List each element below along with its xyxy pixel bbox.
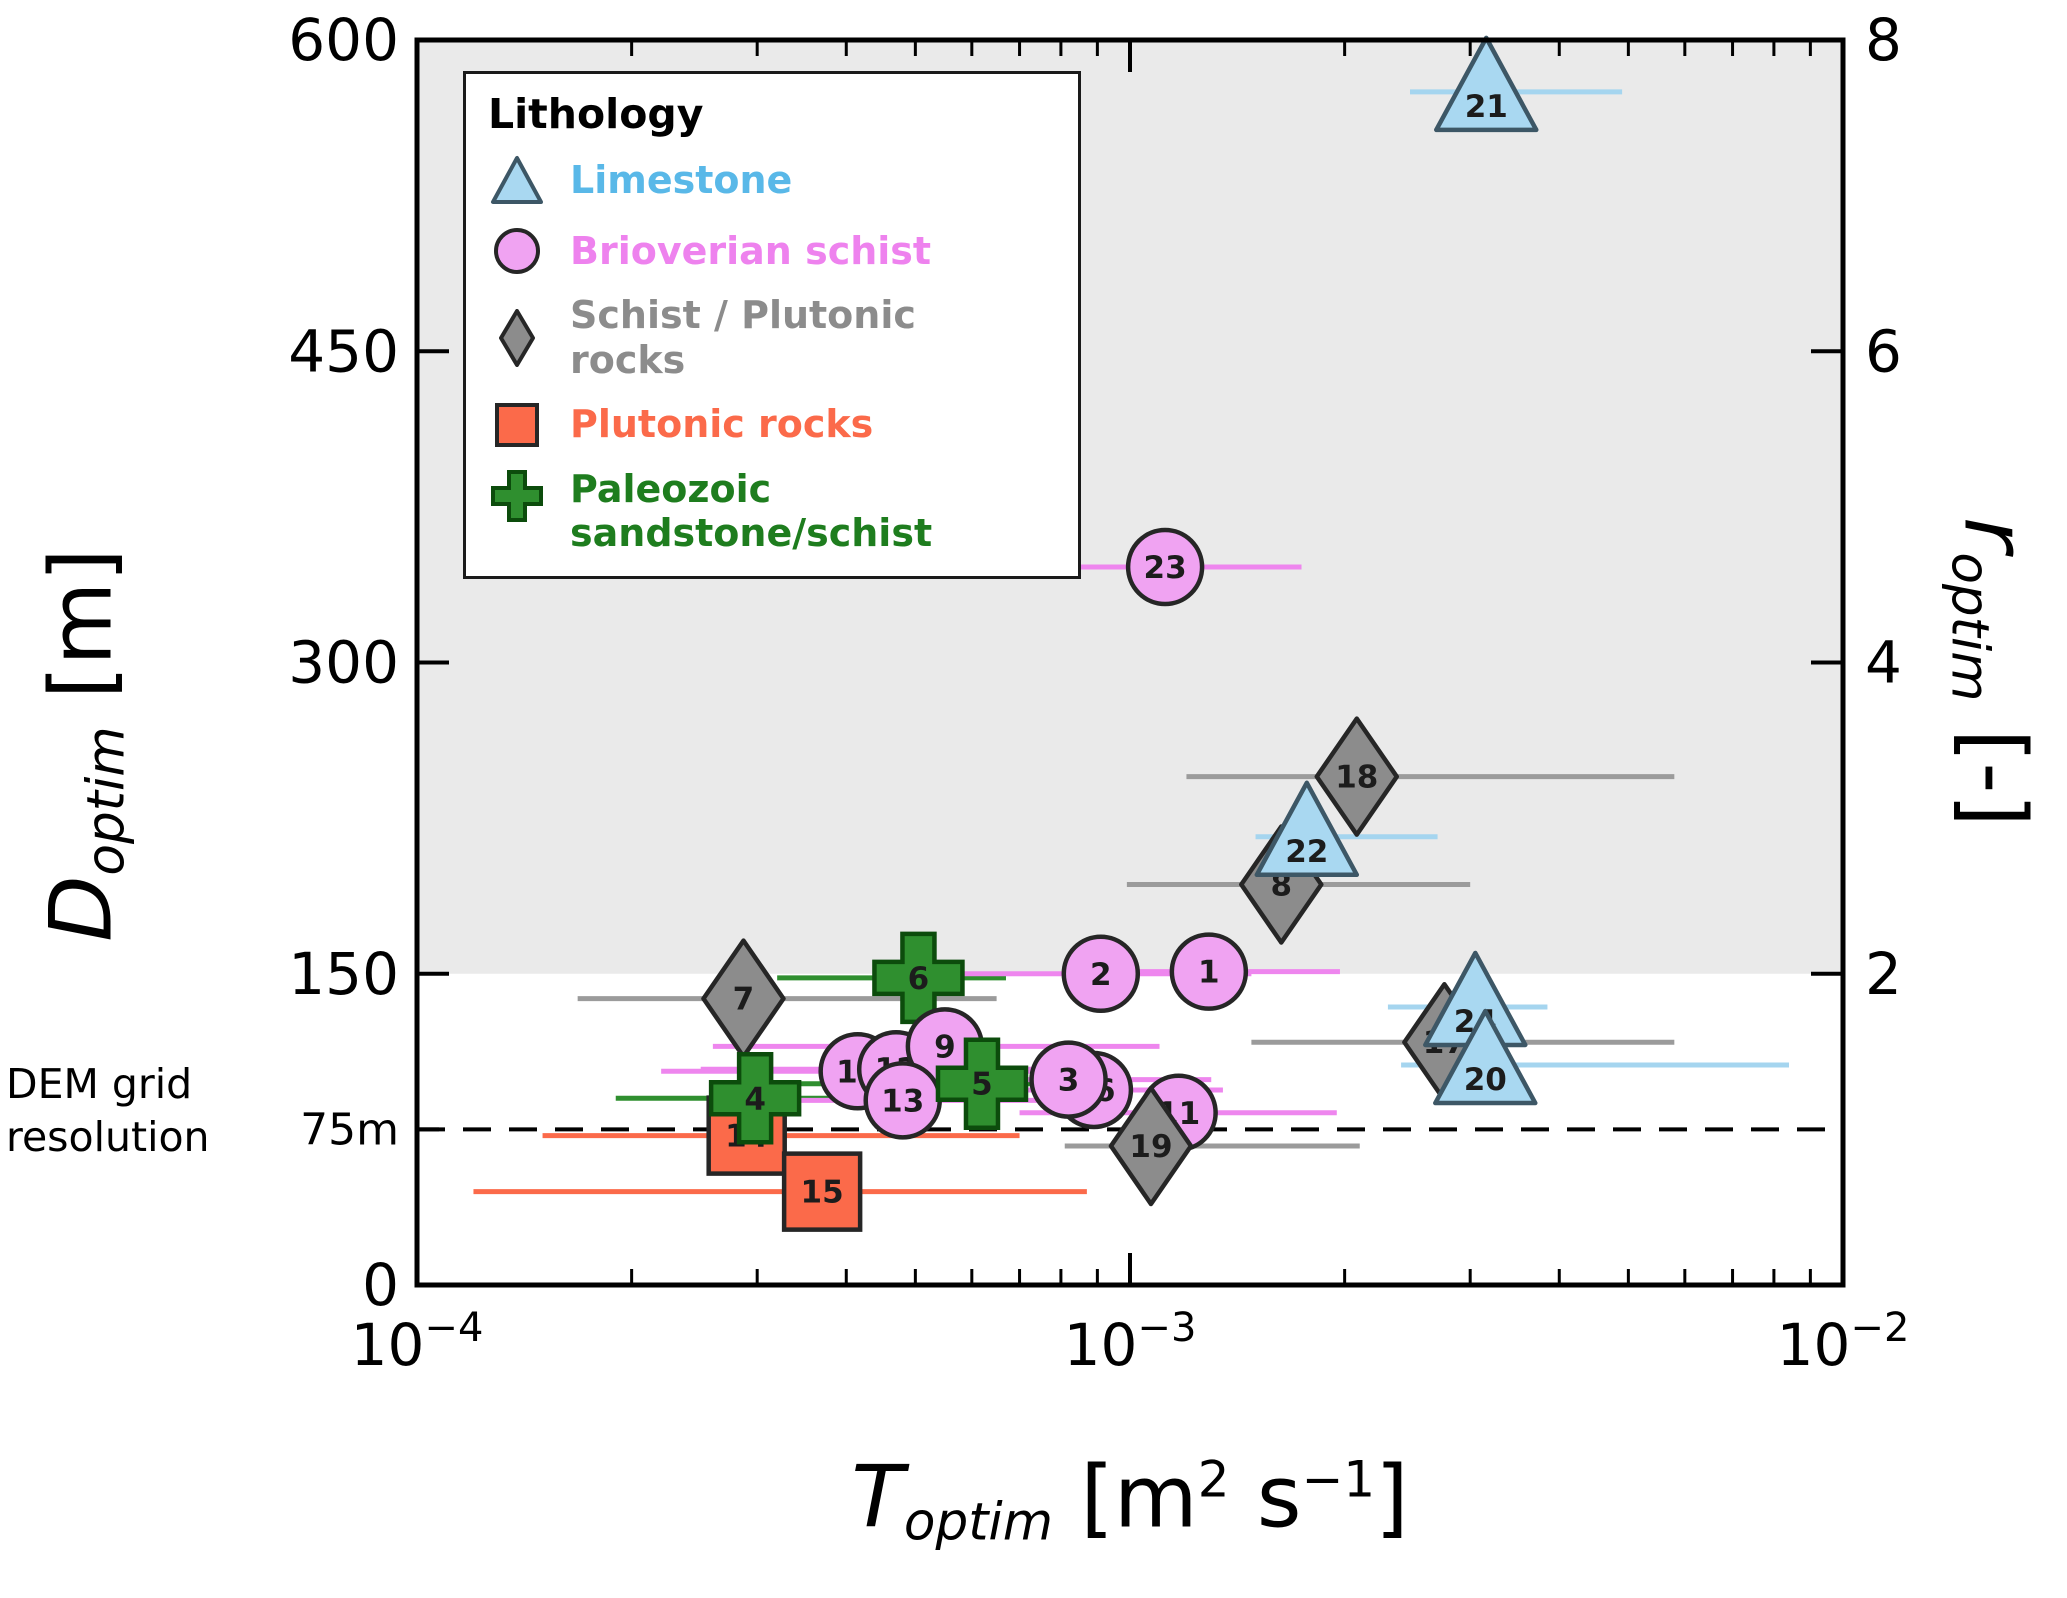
svg-text:21: 21: [1465, 89, 1508, 125]
legend-label-limestone: Limestone: [570, 157, 793, 202]
svg-text:8: 8: [1865, 6, 1902, 74]
y-left-symbol: D: [31, 875, 132, 942]
svg-text:23: 23: [1144, 550, 1187, 586]
svg-text:300: 300: [288, 629, 399, 697]
svg-text:22: 22: [1285, 834, 1328, 870]
x-units-post: ]: [1375, 1447, 1409, 1548]
legend-item-limestone: Limestone: [488, 151, 1056, 209]
svg-text:7: 7: [733, 982, 755, 1018]
legend-item-schist-plutonic: Schist / Plutonic rocks: [488, 293, 1056, 383]
svg-text:1: 1: [1198, 955, 1220, 991]
dem-grid-resolution-label: DEM grid resolution: [6, 1060, 210, 1162]
legend-item-paleozoic: Paleozoic sandstone/schist: [488, 467, 1056, 557]
x-symbol: T: [851, 1447, 904, 1548]
x-units-pre: [m: [1053, 1447, 1198, 1548]
brioverian-schist-circle-icon: [494, 228, 540, 274]
svg-text:10−4: 10−4: [351, 1305, 484, 1379]
x-units-sup2: −1: [1301, 1450, 1376, 1509]
svg-text:18: 18: [1335, 760, 1378, 796]
legend-item-plutonic-rocks: Plutonic rocks: [488, 396, 1056, 454]
svg-text:5: 5: [971, 1067, 993, 1103]
svg-text:20: 20: [1464, 1062, 1507, 1098]
y-right-units: [-]: [1944, 701, 2045, 827]
plutonic-rocks-square-icon: [495, 402, 539, 447]
y-right-subscript: optim: [1939, 552, 2000, 702]
svg-text:3: 3: [1058, 1063, 1080, 1099]
y-axis-title-left: Doptim [m]: [32, 548, 137, 942]
y-right-symbol: r: [1944, 517, 2045, 553]
svg-text:13: 13: [881, 1083, 924, 1119]
y-axis-title-right: roptim [-]: [1940, 517, 2045, 827]
legend-title: Lithology: [488, 90, 704, 138]
y-left-units: [m]: [31, 548, 132, 727]
svg-text:9: 9: [934, 1029, 956, 1065]
x-units-sup1: 2: [1197, 1450, 1230, 1509]
legend-label-schist-plutonic: Schist / Plutonic rocks: [570, 293, 916, 382]
y-left-subscript: optim: [76, 726, 137, 876]
svg-text:6: 6: [1865, 317, 1902, 385]
x-units-mid: s: [1229, 1447, 1302, 1548]
svg-text:10−2: 10−2: [1777, 1305, 1910, 1379]
legend-label-brioverian-schist: Brioverian schist: [570, 228, 932, 273]
legend-label-paleozoic: Paleozoic sandstone/schist: [570, 466, 933, 556]
svg-text:450: 450: [288, 317, 399, 385]
svg-text:4: 4: [1865, 629, 1902, 697]
svg-text:10−3: 10−3: [1064, 1305, 1197, 1379]
svg-text:2: 2: [1090, 957, 1112, 993]
x-subscript: optim: [903, 1492, 1054, 1553]
svg-text:75m: 75m: [300, 1104, 399, 1155]
x-axis-title: Toptim [m2 s−1]: [851, 1448, 1408, 1553]
schist-plutonic-diamond-icon: [499, 308, 535, 367]
paleozoic-plus-icon: [491, 469, 543, 522]
svg-text:6: 6: [908, 961, 930, 997]
legend: Lithology Limestone Brioverian schist Sc…: [463, 71, 1081, 580]
svg-text:0: 0: [362, 1251, 399, 1319]
svg-text:150: 150: [288, 940, 399, 1008]
legend-item-brioverian-schist: Brioverian schist: [488, 222, 1056, 280]
svg-text:2: 2: [1865, 940, 1902, 1008]
svg-text:19: 19: [1129, 1129, 1172, 1165]
legend-label-plutonic-rocks: Plutonic rocks: [570, 402, 874, 447]
limestone-triangle-icon: [491, 156, 543, 204]
svg-text:4: 4: [744, 1081, 766, 1117]
svg-text:600: 600: [288, 6, 399, 74]
svg-text:15: 15: [801, 1175, 844, 1211]
